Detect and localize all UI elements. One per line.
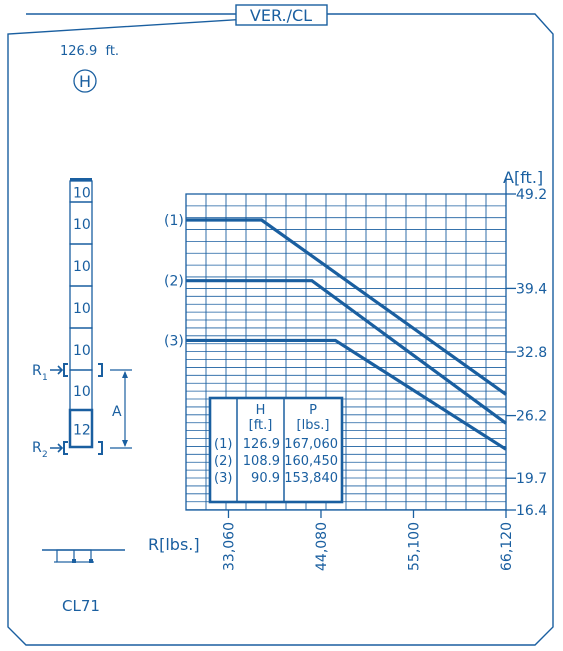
x-tick-label: 55,100 bbox=[406, 522, 422, 571]
series-line-3 bbox=[186, 338, 507, 451]
mast-section-label: 10 bbox=[73, 301, 91, 317]
dimension-a-label: A bbox=[112, 404, 122, 420]
y-tick-label: 32.8 bbox=[516, 345, 547, 361]
mast-section-label: 10 bbox=[73, 217, 91, 233]
mast-column: 10 10 10 10 10 10 12 bbox=[68, 178, 94, 449]
mast-section-label: 10 bbox=[73, 343, 91, 359]
mast-section-label: 10 bbox=[73, 384, 91, 400]
table-unit: [lbs.] bbox=[297, 418, 330, 433]
anchor-lower: R 2 bbox=[32, 440, 103, 460]
mast-section-label: 12 bbox=[73, 423, 91, 439]
table-header: P bbox=[309, 403, 317, 418]
x-tick-label: 66,120 bbox=[499, 522, 515, 571]
anchor-upper-right-bracket bbox=[98, 363, 103, 377]
table-cell-h: 108.9 bbox=[243, 454, 280, 469]
mast-section-label: 10 bbox=[73, 186, 91, 202]
x-tick-label: 44,080 bbox=[314, 522, 330, 571]
y-tick-label: 26.2 bbox=[516, 409, 547, 425]
table-row-label: (2) bbox=[214, 454, 232, 469]
page-title: VER./CL bbox=[250, 6, 312, 25]
series-label: (1) bbox=[164, 213, 184, 229]
series-label: (2) bbox=[164, 274, 184, 290]
anchor-lower-right-bracket bbox=[98, 441, 103, 455]
table-row-label: (1) bbox=[214, 437, 232, 452]
y-tick-label: 39.4 bbox=[516, 281, 547, 297]
mast-section bbox=[68, 408, 94, 449]
table-cell-h: 126.9 bbox=[243, 437, 280, 452]
series-line-1 bbox=[186, 218, 507, 396]
page-frame bbox=[7, 13, 554, 646]
table-row-label: (3) bbox=[214, 471, 232, 486]
anchor-upper-label: R bbox=[32, 363, 42, 379]
table-unit: [ft.] bbox=[249, 418, 273, 433]
anchor-upper-sub: 1 bbox=[42, 373, 48, 383]
anchor-lower-arrow bbox=[50, 443, 64, 453]
height-symbol: H bbox=[79, 72, 91, 91]
mast-section-label: 10 bbox=[73, 259, 91, 275]
model-label: CL71 bbox=[62, 597, 100, 615]
mast-top bbox=[70, 178, 92, 181]
table-cell-p: 160,450 bbox=[284, 454, 338, 469]
y-tick-label: 49.2 bbox=[516, 187, 547, 203]
table-header: H bbox=[256, 403, 266, 418]
height-symbol-circle bbox=[73, 69, 97, 93]
dimension-a: A bbox=[110, 369, 132, 449]
height-label: 126.9 ft. bbox=[60, 44, 119, 59]
x-axis-label: R[lbs.] bbox=[148, 535, 200, 554]
anchor-upper-arrow bbox=[50, 365, 64, 375]
load-chart: 16.4 19.7 26.2 32.8 39.4 49.2A[ft.] 33,060 44,0… bbox=[148, 168, 547, 571]
anchor-lower-sub: 2 bbox=[42, 450, 48, 460]
table-cell-p: 153,840 bbox=[284, 471, 338, 486]
anchor-lower-left-bracket bbox=[63, 441, 68, 455]
series-label: (3) bbox=[164, 333, 184, 349]
legend-table bbox=[208, 396, 344, 504]
anchor-upper-left-bracket bbox=[63, 363, 68, 377]
series-line-2 bbox=[186, 279, 507, 425]
y-tick-label: 16.4 bbox=[516, 503, 547, 519]
title-box bbox=[235, 4, 328, 26]
y-axis-label: A[ft.] bbox=[503, 168, 543, 187]
table-cell-p: 167,060 bbox=[284, 437, 338, 452]
anchor-upper: R 1 bbox=[32, 363, 103, 383]
base-symbol bbox=[42, 549, 125, 563]
x-tick-label: 33,060 bbox=[221, 522, 237, 571]
y-tick-label: 19.7 bbox=[516, 471, 547, 487]
table-cell-h: 90.9 bbox=[251, 471, 280, 486]
anchor-lower-label: R bbox=[32, 440, 42, 456]
